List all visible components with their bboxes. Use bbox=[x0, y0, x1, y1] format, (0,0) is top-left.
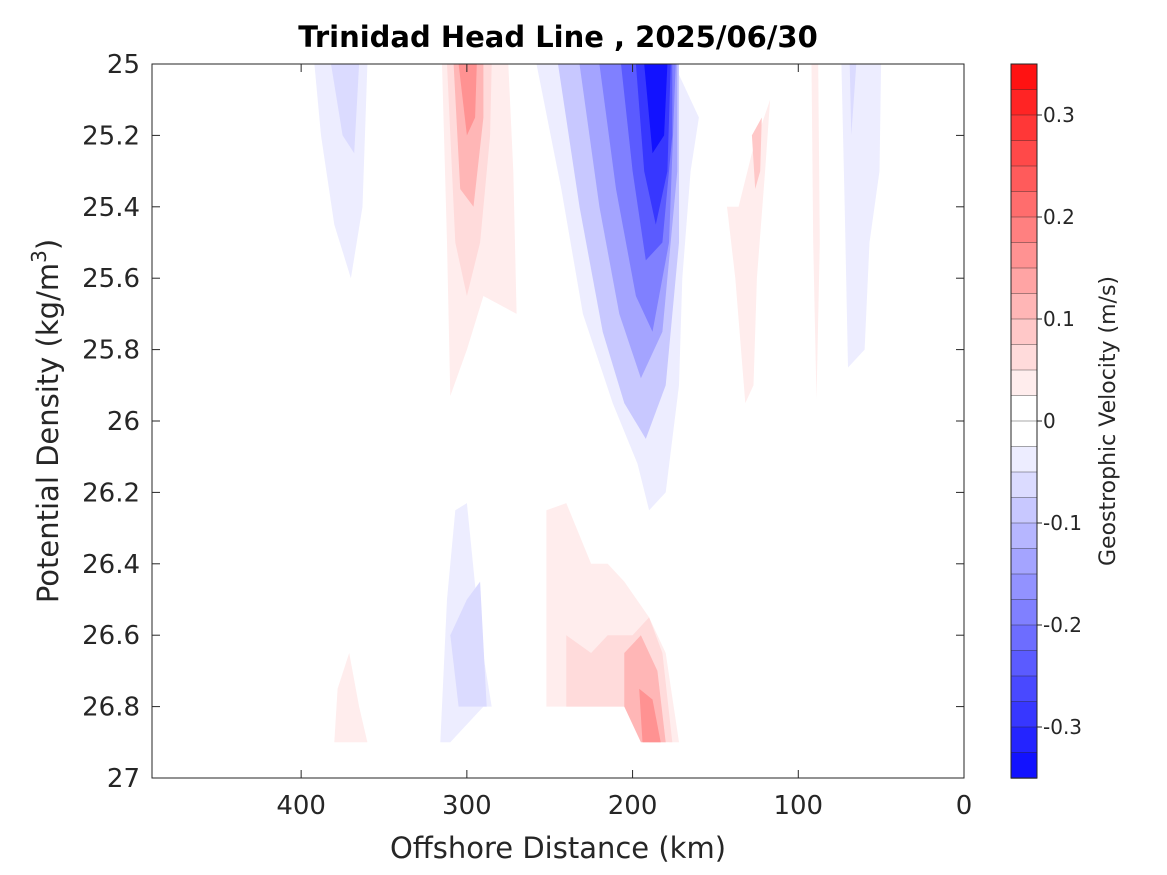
contour-region-neg-370km bbox=[314, 64, 368, 279]
colorbar-band bbox=[1010, 191, 1038, 218]
contour-band bbox=[453, 64, 484, 207]
colorbar-band bbox=[1010, 395, 1038, 422]
colorbar-tick-label: 0.2 bbox=[1043, 205, 1075, 229]
y-axis: 25 25.2 25.4 25.6 25.8 26 26.2 26.4 26.6 26.8 27 bbox=[82, 50, 964, 794]
contour-band bbox=[450, 581, 487, 707]
colorbar-band bbox=[1010, 63, 1038, 91]
contour-region-pos-130km bbox=[727, 99, 771, 404]
chart-title: Trinidad Head Line , 2025/06/30 bbox=[298, 20, 818, 54]
contour-band bbox=[644, 64, 668, 154]
colorbar-band bbox=[1010, 522, 1038, 550]
contour-band bbox=[458, 64, 477, 136]
colorbar-band bbox=[1010, 344, 1038, 371]
y-tick-label: 25.8 bbox=[82, 336, 140, 366]
y-axis-label-main: Potential Density (kg/m bbox=[31, 263, 65, 603]
contour-band bbox=[727, 99, 771, 404]
colorbar-band bbox=[1010, 624, 1038, 652]
x-tick-label: 100 bbox=[773, 791, 823, 821]
contour-band bbox=[331, 64, 360, 154]
y-tick-label: 25.6 bbox=[82, 264, 140, 294]
y-axis-label: Potential Density (kg/m3) bbox=[27, 239, 65, 603]
y-tick-label: 26.4 bbox=[82, 550, 140, 580]
contour-band bbox=[751, 117, 762, 189]
contour-band bbox=[841, 64, 882, 368]
colorbar-tick-label: 0.1 bbox=[1043, 307, 1075, 331]
y-tick-label: 26.8 bbox=[82, 693, 140, 723]
x-tick-label: 300 bbox=[442, 791, 492, 821]
contour-region-neg-jet-200km bbox=[536, 64, 699, 511]
contour-band bbox=[811, 64, 820, 400]
contour-region-pos-90km bbox=[811, 64, 820, 400]
colorbar-band bbox=[1010, 242, 1038, 269]
colorbar-band bbox=[1010, 573, 1038, 601]
colorbar-band bbox=[1010, 420, 1038, 448]
colorbar-band bbox=[1010, 471, 1038, 499]
x-tick-label: 400 bbox=[276, 791, 326, 821]
colorbar-label: Geostrophic Velocity (m/s) bbox=[1096, 276, 1121, 566]
colorbar-band bbox=[1010, 701, 1038, 728]
y-axis-label-exponent: 3 bbox=[27, 250, 51, 263]
contour-region-pos-200km-lower bbox=[546, 503, 679, 743]
y-axis-label-close: ) bbox=[31, 239, 65, 250]
colorbar-band bbox=[1010, 114, 1038, 142]
colorbar-band bbox=[1010, 726, 1038, 754]
contour-band bbox=[334, 653, 368, 743]
colorbar-band bbox=[1010, 89, 1038, 116]
contour-region-pos-300km-upper bbox=[442, 64, 517, 396]
y-tick-label: 25.4 bbox=[82, 193, 140, 223]
colorbar-band bbox=[1010, 548, 1038, 575]
colorbar bbox=[1010, 63, 1038, 779]
colorbar-band bbox=[1010, 293, 1038, 320]
y-tick-label: 26.2 bbox=[82, 478, 140, 508]
y-tick-label: 25 bbox=[107, 50, 140, 80]
colorbar-band bbox=[1010, 650, 1038, 677]
x-axis-label: Offshore Distance (km) bbox=[390, 831, 726, 865]
x-axis: 400 300 200 100 0 bbox=[276, 64, 972, 821]
colorbar-band bbox=[1010, 216, 1038, 244]
y-tick-label: 26 bbox=[107, 407, 140, 437]
colorbar-band bbox=[1010, 752, 1038, 779]
contour-band bbox=[849, 64, 857, 136]
x-tick-label: 0 bbox=[956, 791, 973, 821]
contour-region-pos-370km-lower bbox=[334, 653, 368, 743]
colorbar-band bbox=[1010, 369, 1038, 397]
contour-layer bbox=[314, 64, 882, 743]
y-tick-label: 26.6 bbox=[82, 621, 140, 651]
colorbar-tick-label: 0.3 bbox=[1043, 103, 1075, 127]
colorbar-band bbox=[1010, 165, 1038, 193]
colorbar-band bbox=[1010, 675, 1038, 703]
y-tick-label: 27 bbox=[107, 764, 140, 794]
colorbar-band bbox=[1010, 267, 1038, 295]
y-tick-label: 25.2 bbox=[82, 121, 140, 151]
colorbar-band bbox=[1010, 318, 1038, 346]
contour-band bbox=[639, 688, 661, 743]
colorbar-band bbox=[1010, 599, 1038, 626]
colorbar-tick-label: -0.1 bbox=[1043, 511, 1082, 535]
colorbar-axis: 0.3 0.2 0.1 0 -0.1 -0.2 -0.3 bbox=[1037, 103, 1082, 739]
contour-region-neg-290km-lower bbox=[440, 503, 517, 743]
colorbar-band bbox=[1010, 140, 1038, 167]
contour-region-neg-60km bbox=[841, 64, 882, 368]
colorbar-tick-label: -0.3 bbox=[1043, 715, 1082, 739]
colorbar-tick-label: 0 bbox=[1043, 409, 1056, 433]
colorbar-band bbox=[1010, 446, 1038, 473]
colorbar-tick-label: -0.2 bbox=[1043, 613, 1082, 637]
x-tick-label: 200 bbox=[608, 791, 658, 821]
colorbar-band bbox=[1010, 497, 1038, 524]
